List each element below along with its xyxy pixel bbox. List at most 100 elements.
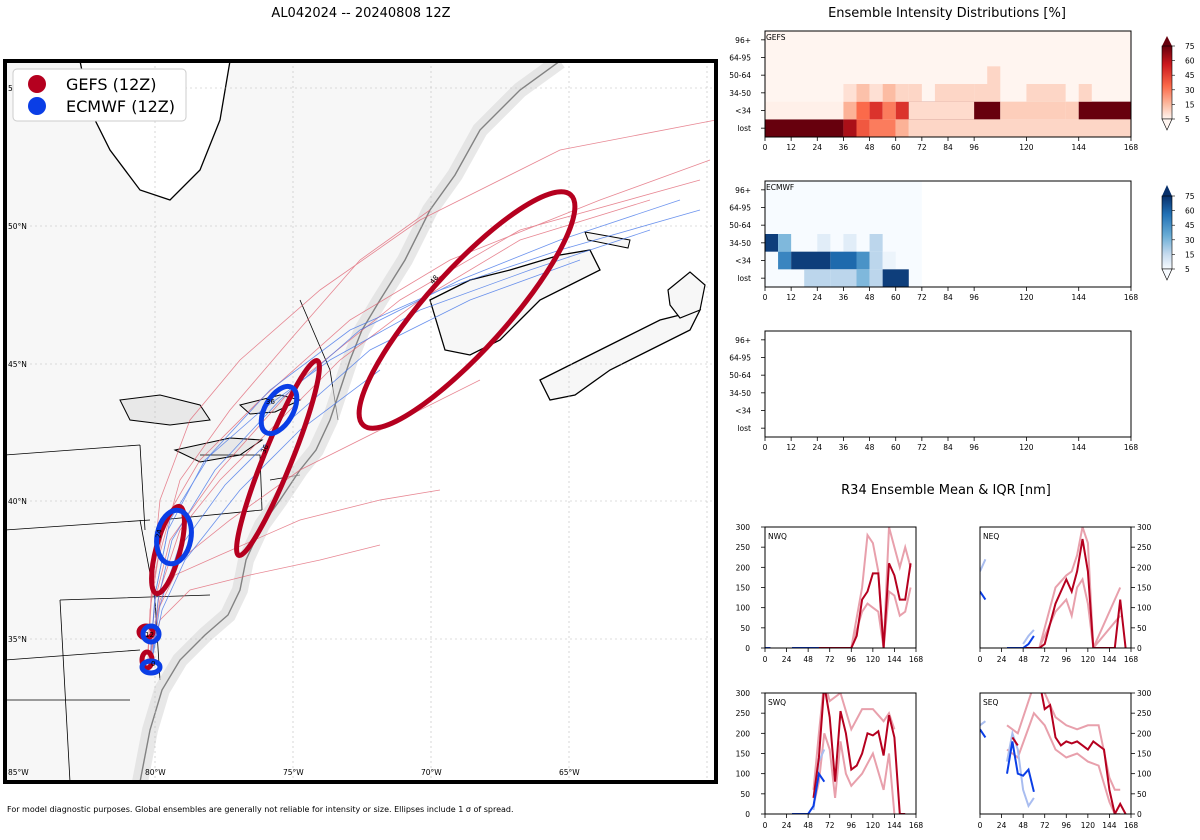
heatmap-cell bbox=[856, 269, 870, 287]
heatmap-cell bbox=[895, 101, 909, 120]
heatmap-cell bbox=[869, 234, 883, 252]
heatmap-x-label: 144 bbox=[1072, 293, 1087, 302]
r34-x-label: 144 bbox=[1102, 655, 1117, 664]
heatmap-row-label: 34-50 bbox=[729, 239, 751, 248]
colorbar-tick-label: 75 bbox=[1185, 192, 1195, 201]
r34-ecmwf-mean bbox=[980, 728, 1035, 793]
lat-label-35: 35°N bbox=[8, 635, 27, 644]
r34-x-label: 72 bbox=[1040, 821, 1050, 830]
r34-y-label: 200 bbox=[1137, 729, 1152, 738]
heatmap-x-label: 12 bbox=[786, 143, 796, 152]
heatmap-cell bbox=[882, 251, 896, 270]
r34-plot-area bbox=[980, 527, 1127, 648]
heatmap-cell bbox=[869, 84, 883, 102]
heatmap-x-label: 60 bbox=[891, 293, 901, 302]
heatmap-x-label: 84 bbox=[943, 293, 953, 302]
heatmap-cell bbox=[934, 84, 975, 102]
r34-y-label: 150 bbox=[1137, 750, 1152, 759]
colorbar-tick-label: 60 bbox=[1185, 207, 1195, 216]
gefs-colorbar bbox=[1161, 36, 1173, 131]
r34-x-label: 72 bbox=[825, 821, 835, 830]
r34-gefs-iqr-upper bbox=[1006, 693, 1121, 791]
r34-y-label: 50 bbox=[1137, 790, 1147, 799]
newfoundland bbox=[667, 271, 706, 319]
colorbar-tick-label: 15 bbox=[1185, 100, 1195, 109]
heatmap-label: ECMWF bbox=[766, 183, 794, 192]
r34-x-label: 24 bbox=[782, 655, 792, 664]
r34-x-label: 120 bbox=[866, 821, 881, 830]
r34-ecmwf-iqr bbox=[980, 558, 1035, 645]
r34-panel-seq: SEQ 300 250 200 150 100 50 0 0 24 48 72 96 120 144 168 bbox=[978, 689, 1152, 830]
colorbar-tick-label: 30 bbox=[1185, 86, 1195, 95]
r34-gefs-mean bbox=[812, 693, 906, 814]
heatmap-cell bbox=[948, 101, 975, 120]
heatmap-cell bbox=[843, 84, 857, 102]
r34-x-label: 24 bbox=[997, 821, 1007, 830]
r34-x-label: 0 bbox=[763, 655, 768, 664]
r34-gefs-iqr-lower bbox=[850, 587, 912, 648]
r34-y-label: 300 bbox=[736, 689, 751, 698]
maritimes bbox=[429, 249, 601, 356]
heatmap-x-label: 84 bbox=[943, 443, 953, 452]
r34-y-label: 250 bbox=[736, 709, 751, 718]
r34-x-label: 0 bbox=[763, 821, 768, 830]
heatmap-x-label: 144 bbox=[1072, 443, 1087, 452]
heatmap-row-label: 50-64 bbox=[729, 221, 751, 230]
r34-y-label: 150 bbox=[1137, 584, 1152, 593]
heatmap-cell bbox=[869, 269, 883, 287]
colorbar-tick-label: 60 bbox=[1185, 57, 1195, 66]
map-frame bbox=[3, 59, 718, 784]
intensity-heatmaps: GEFS 96+ 64-95 50-64 34-50 <34 lost 0 12 24 36 48 60… bbox=[729, 30, 1139, 452]
ecmwf-tracks bbox=[149, 199, 701, 661]
heatmap-x-label: 36 bbox=[839, 443, 849, 452]
heatmap-cell bbox=[765, 119, 844, 137]
heatmap-x-label: 0 bbox=[763, 443, 768, 452]
heatmap-panel-ecmwf: ECMWF 96+ 64-95 50-64 34-50 <34 lost 0 12 24 36 48 6… bbox=[729, 180, 1138, 302]
heatmap-cell bbox=[843, 101, 857, 120]
r34-y-label: 250 bbox=[1137, 543, 1152, 552]
heatmap-cell bbox=[869, 101, 883, 120]
heatmap-cell bbox=[856, 84, 870, 102]
colorbar-tick-label: 45 bbox=[1185, 221, 1195, 230]
r34-x-label: 48 bbox=[1018, 821, 1028, 830]
gefs-label-48: 48 bbox=[428, 274, 440, 286]
heatmap-row-label: 64-95 bbox=[729, 354, 751, 363]
r34-y-label: 200 bbox=[736, 563, 751, 572]
r34-x-label: 96 bbox=[1062, 655, 1072, 664]
heatmap-cell bbox=[882, 101, 896, 120]
heatmap-cell bbox=[765, 101, 844, 120]
gefs-label-24: 24 bbox=[155, 528, 165, 539]
r34-background bbox=[980, 693, 1131, 814]
heatmap-x-label: 12 bbox=[786, 293, 796, 302]
heatmap-row-label: 50-64 bbox=[729, 71, 751, 80]
lon-label-80: 80°W bbox=[145, 768, 166, 777]
lon-label-70: 70°W bbox=[421, 768, 442, 777]
gefs-label-12: 12 bbox=[145, 631, 154, 639]
r34-gefs-mean bbox=[1012, 538, 1127, 648]
r34-ecmwf-iqr bbox=[980, 720, 1035, 809]
r34-y-label: 250 bbox=[1137, 709, 1152, 718]
r34-x-label: 144 bbox=[887, 655, 902, 664]
nova-scotia bbox=[539, 309, 702, 401]
r34-y-label: 100 bbox=[1137, 604, 1152, 613]
r34-y-label: 0 bbox=[745, 644, 750, 653]
heatmap-cell bbox=[778, 251, 792, 270]
r34-x-label: 96 bbox=[1062, 821, 1072, 830]
heatmap-row-label: lost bbox=[737, 424, 751, 433]
heatmap-cell bbox=[856, 101, 870, 120]
colorbar-ticks: 75 60 45 30 15 5 75 60 45 30 15 5 bbox=[1172, 42, 1195, 274]
r34-gefs-iqr-upper bbox=[850, 527, 912, 648]
r34-y-label: 0 bbox=[745, 810, 750, 819]
colorbar-tick-label: 5 bbox=[1185, 265, 1190, 274]
footnote: For model diagnostic purposes. Global en… bbox=[7, 805, 514, 814]
map-legend: GEFS (12Z) ECMWF (12Z) bbox=[12, 68, 187, 122]
heatmap-cell bbox=[830, 269, 857, 287]
map-land: 12 0 24 36 36 48 55°N 50°N 45°N 40°N 35°… bbox=[5, 61, 716, 782]
r34-gefs-iqr-lower bbox=[1006, 711, 1121, 814]
heatmap-x-label: 0 bbox=[763, 293, 768, 302]
intensity-title: Ensemble Intensity Distributions [%] bbox=[828, 6, 1066, 21]
heatmap-x-label: 168 bbox=[1124, 443, 1139, 452]
ecmwf-colorbar bbox=[1161, 185, 1173, 281]
map-title: AL042024 -- 20240808 12Z bbox=[271, 6, 450, 21]
colorbar-tick-label: 30 bbox=[1185, 236, 1195, 245]
